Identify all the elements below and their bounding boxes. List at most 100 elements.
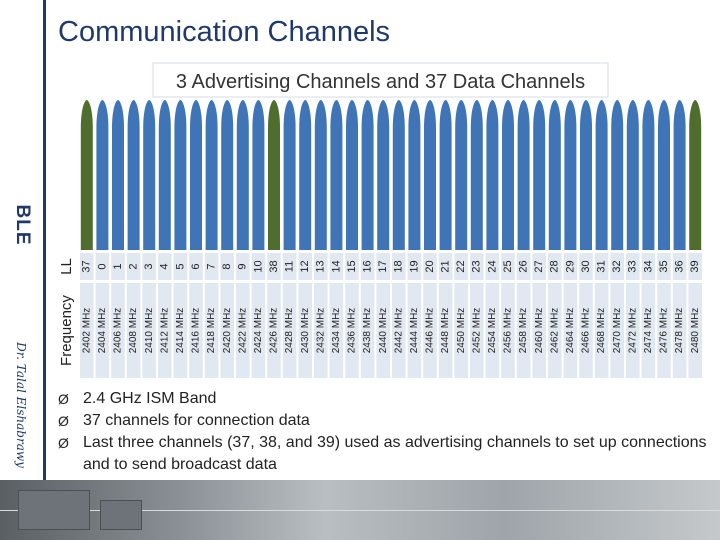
channel-chart: 3 Advertising Channels and 37 Data Chann… (55, 60, 705, 380)
channel-cell (314, 253, 328, 280)
frequency-label: 2468 MHz (596, 308, 607, 354)
channel-label: 9 (237, 263, 249, 269)
data-channel-bar (143, 100, 156, 250)
channel-label: 31 (596, 260, 608, 272)
frequency-cell (594, 283, 609, 378)
data-channel-bar (580, 100, 592, 250)
data-channel-bar (392, 100, 405, 250)
data-channel-bar (252, 100, 265, 250)
chart-title: 3 Advertising Channels and 37 Data Chann… (176, 71, 585, 93)
channel-cell (563, 253, 578, 280)
frequency-label: 2452 MHz (471, 308, 482, 354)
frequency-cell (563, 283, 578, 378)
channel-cell (126, 253, 141, 280)
frequency-cell (672, 283, 687, 378)
frequency-cell (641, 283, 656, 378)
channel-label: 17 (377, 260, 389, 272)
channel-label: 20 (424, 260, 436, 272)
frequency-cell (298, 283, 312, 378)
data-channel-bar (533, 100, 546, 250)
frequency-label: 2476 MHz (659, 308, 670, 354)
frequency-label: 2426 MHz (269, 308, 280, 354)
frequency-cell (220, 283, 234, 378)
frequency-label: 2404 MHz (97, 308, 108, 354)
data-channel-bar (158, 100, 171, 250)
frequency-cell (423, 283, 437, 378)
frequency-label: 2434 MHz (331, 308, 342, 354)
data-channel-bar (361, 100, 374, 250)
data-channel-bar (408, 100, 421, 250)
data-channel-bar (174, 100, 187, 250)
bullet-list: Ø 2.4 GHz ISM Band Ø 37 channels for connec… (58, 388, 713, 476)
frequency-label: 2466 MHz (581, 308, 592, 354)
chart-title-box (152, 62, 609, 98)
channel-label: 36 (674, 260, 686, 272)
frequency-label: 2444 MHz (409, 308, 420, 354)
channel-cell (470, 253, 484, 280)
frequency-cell (80, 283, 94, 378)
channel-label: 26 (518, 260, 530, 272)
channel-label: 4 (159, 263, 171, 269)
channel-cell (189, 253, 203, 280)
data-channel-bar (455, 100, 468, 250)
advertising-channel-bar (80, 100, 93, 250)
frequency-label: 2470 MHz (612, 308, 623, 354)
channel-cell (485, 253, 500, 280)
frequency-cell (329, 283, 344, 378)
frequency-label: 2406 MHz (113, 308, 124, 354)
frequency-cell (454, 283, 468, 378)
channel-label: 22 (455, 260, 467, 272)
bullet-arrow-icon: Ø (58, 413, 69, 429)
frequency-cell (314, 283, 328, 378)
frequency-cell (532, 283, 546, 378)
channel-cell (407, 253, 422, 280)
frequency-cell (189, 283, 203, 378)
slide-title: Communication Channels (58, 16, 391, 48)
channel-label: 6 (190, 263, 202, 269)
channel-row-label: LL (58, 258, 75, 275)
channel-cell (688, 253, 702, 280)
data-channel-bar (190, 100, 202, 250)
frequency-cell (688, 283, 702, 378)
channel-label: 15 (346, 260, 358, 272)
channel-label: 28 (549, 260, 561, 272)
channel-label: 7 (206, 263, 218, 269)
data-channel-bar (236, 100, 249, 250)
frequency-label: 2454 MHz (487, 308, 498, 354)
channel-cell (579, 253, 593, 280)
channel-chart-svg: 3 Advertising Channels and 37 Data Chann… (58, 62, 702, 378)
channel-label: 3 (143, 263, 155, 269)
data-channel-bar (486, 100, 499, 250)
frequency-cell (360, 283, 375, 378)
frequency-cell (111, 283, 125, 378)
frequency-cell (173, 283, 188, 378)
frequency-label: 2474 MHz (643, 308, 654, 354)
frequency-cell (95, 283, 110, 378)
data-channel-bar (658, 100, 670, 250)
frequency-label: 2428 MHz (284, 308, 295, 354)
frequency-cell (267, 283, 281, 378)
frequency-label: 2438 MHz (362, 308, 373, 354)
board-chip (100, 500, 142, 530)
channel-cell (672, 253, 687, 280)
channel-cell (298, 253, 312, 280)
channel-cell (173, 253, 188, 280)
channel-cell (626, 253, 640, 280)
channel-label: 29 (564, 260, 576, 272)
channel-cell (392, 253, 406, 280)
advertising-channel-bar (268, 100, 280, 250)
frequency-label: 2408 MHz (128, 308, 139, 354)
data-channel-bar (502, 100, 514, 250)
data-channel-bar (673, 100, 686, 250)
data-channel-bar (595, 100, 608, 250)
data-channel-bar (299, 100, 312, 250)
channel-cell (501, 253, 515, 280)
frequency-cell (142, 283, 156, 378)
author-label: Dr. Talal Elshabrawy (6, 330, 36, 480)
frequency-cell (236, 283, 250, 378)
channel-label: 25 (502, 260, 514, 272)
bullet-arrow-icon: Ø (58, 391, 69, 407)
data-channel-bar (564, 100, 577, 250)
channel-label: 35 (658, 260, 670, 272)
frequency-row-label: Frequency (58, 295, 75, 366)
